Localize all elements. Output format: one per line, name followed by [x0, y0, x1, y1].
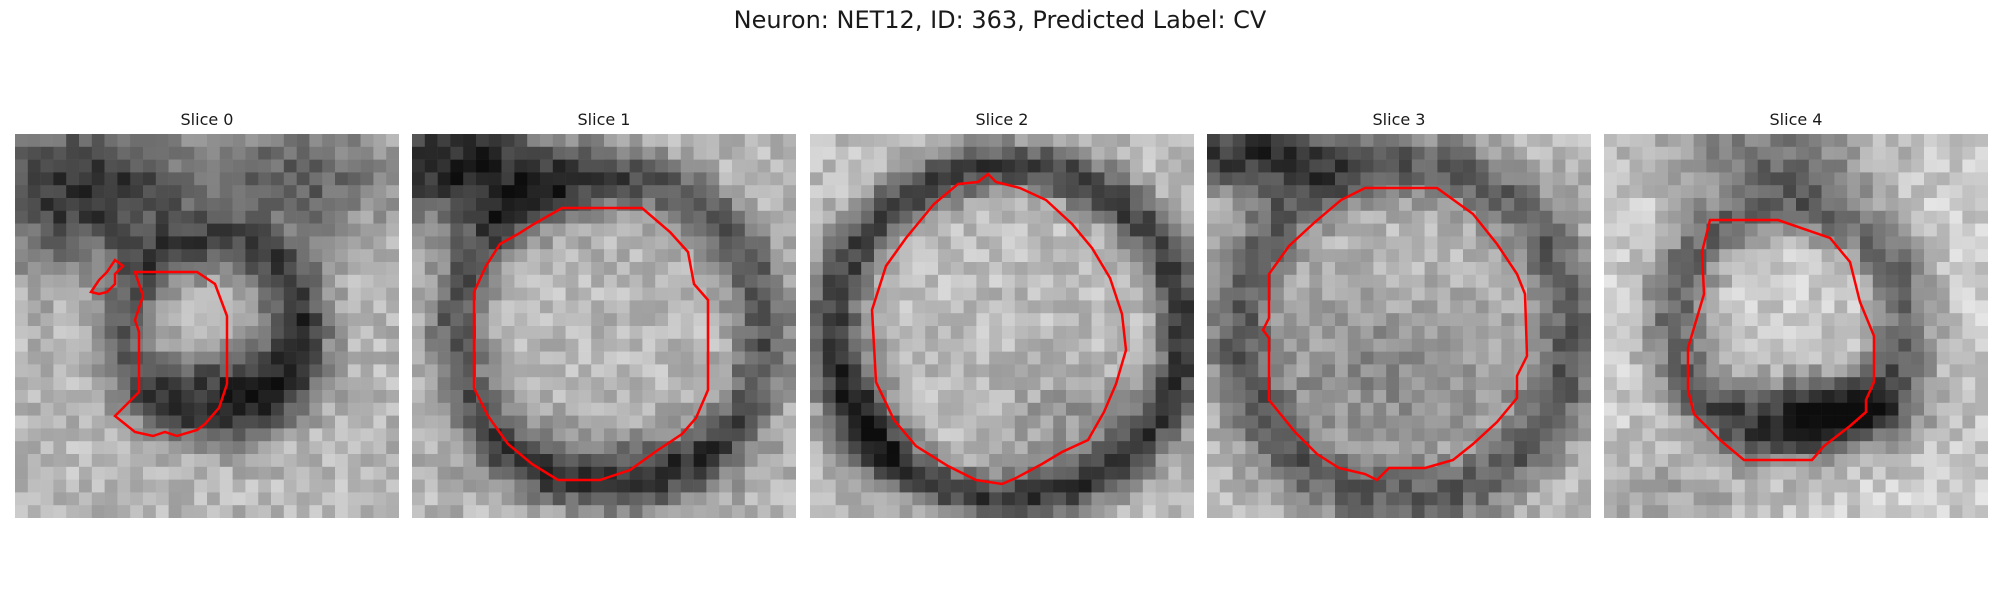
- slice-image: [15, 134, 399, 518]
- slice-image: [810, 134, 1194, 518]
- contour: [113, 270, 229, 438]
- slice-image: [1207, 134, 1591, 518]
- grayscale-pixels: [15, 134, 399, 518]
- slice-title: Slice 2: [975, 110, 1029, 129]
- slice-title: Slice 3: [1372, 110, 1426, 129]
- slice-image: [412, 134, 796, 518]
- slice-title: Slice 4: [1769, 110, 1823, 129]
- contour: [1686, 218, 1876, 462]
- grayscale-pixels: [810, 134, 1194, 518]
- contour: [870, 172, 1128, 486]
- contour: [1261, 186, 1529, 482]
- grayscale-pixels: [1604, 134, 1988, 518]
- slice-title: Slice 1: [577, 110, 631, 129]
- slice-image: [1604, 134, 1988, 518]
- grayscale-pixels: [1207, 134, 1591, 518]
- figure-title: Neuron: NET12, ID: 363, Predicted Label:…: [733, 6, 1267, 34]
- grayscale-pixels: [412, 134, 796, 518]
- contour: [472, 206, 710, 482]
- slice-title: Slice 0: [180, 110, 234, 129]
- contour: [88, 258, 125, 296]
